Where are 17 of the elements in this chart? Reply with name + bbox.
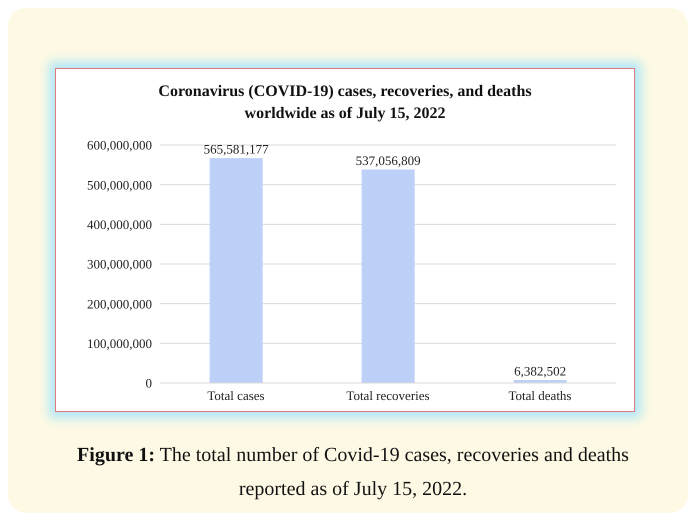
y-tick-label: 500,000,000 (87, 177, 152, 192)
y-tick-label: 200,000,000 (87, 296, 152, 312)
data-label: 6,382,502 (514, 363, 566, 378)
y-tick-label: 100,000,000 (87, 336, 152, 351)
x-tick-label: Total deaths (508, 388, 572, 404)
y-tick-label: 400,000,000 (87, 216, 152, 232)
caption: Figure 1: The total number of Covid-19 cases, recoveries and deaths reported as of July 15, 2022. (77, 444, 629, 500)
data-label: 537,056,809 (356, 152, 421, 168)
y-tick-label: 600,000,000 (87, 138, 152, 153)
bar (210, 158, 263, 383)
x-tick-label: Total cases (207, 388, 265, 404)
y-tick-label: 300,000,000 (87, 256, 152, 272)
y-tick-label: 0 (146, 376, 152, 391)
bar (362, 169, 415, 383)
data-label: 565,581,177 (204, 142, 270, 157)
chart-title: Coronavirus (COVID-19) cases, recoveries, and deaths worldwide as of July 15, 2022 (157, 82, 533, 124)
x-tick-label: Total recoveries (346, 388, 430, 404)
